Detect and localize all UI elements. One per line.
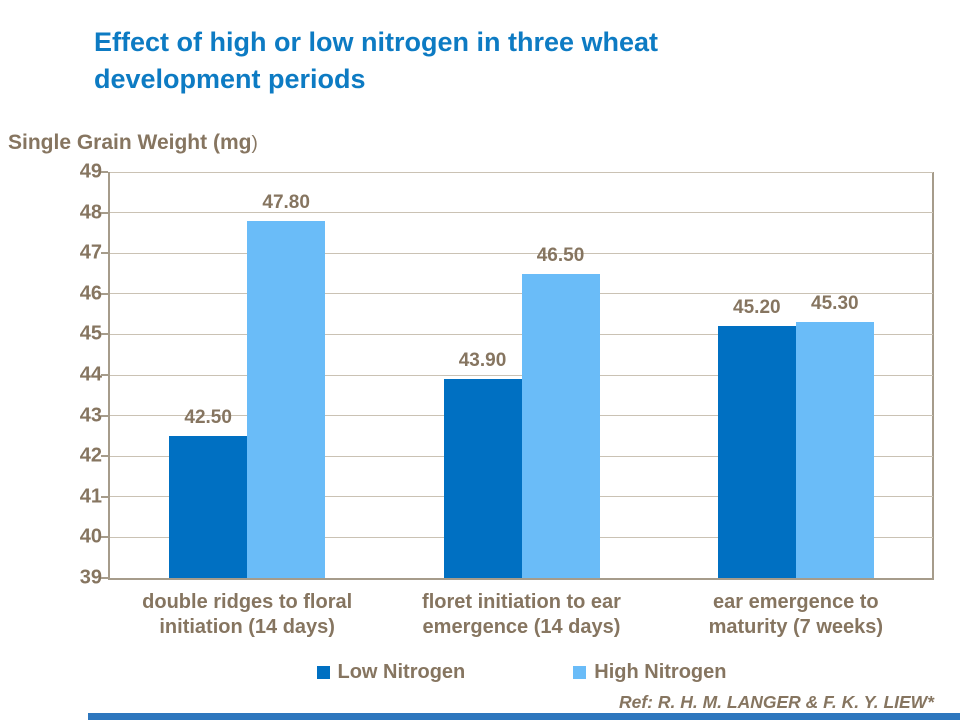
y-axis-tick-mark [101, 374, 108, 376]
y-axis-tick-mark [101, 333, 108, 336]
y-axis-tick-mark [101, 252, 108, 255]
bar-high-nitrogen [247, 220, 326, 578]
y-axis-title-paren: ) [251, 133, 258, 154]
bar-value-label: 42.50 [184, 406, 232, 428]
chart-title: Effect of high or low nitrogen in three … [94, 27, 659, 94]
y-axis-tick-label: 48 [79, 201, 102, 224]
legend-label: Low Nitrogen [337, 661, 466, 683]
y-axis-tick-label: 45 [79, 322, 102, 345]
bar-value-label: 45.30 [811, 293, 859, 315]
reference-citation: Ref: R. H. M. LANGER & F. K. Y. LIEW* [618, 692, 934, 712]
bar-low-nitrogen [169, 435, 248, 578]
y-axis-tick-mark [101, 577, 108, 579]
y-axis-tick-label: 49 [79, 160, 102, 183]
x-category-label: floret initiation to ear emergence (14 d… [422, 591, 621, 638]
y-axis-tick-label: 47 [79, 241, 102, 264]
gridline [110, 252, 933, 254]
bar-low-nitrogen [443, 379, 522, 578]
chart-plot: 42.50 47.80 43.90 46.50 45.20 45.30 [101, 171, 934, 580]
bar-value-label: 43.90 [458, 350, 507, 372]
y-axis-tick-label: 41 [79, 485, 102, 508]
legend: Low Nitrogen High Nitrogen [110, 661, 933, 684]
bar-low-nitrogen [717, 326, 796, 578]
y-axis-tick-mark [101, 455, 108, 458]
y-axis-tick-mark [101, 211, 108, 214]
gridline [110, 212, 933, 214]
y-axis-tick-label: 40 [79, 525, 102, 548]
x-category-labels: double ridges to floral initiation (14 d… [110, 590, 933, 640]
y-axis-tick-mark [101, 171, 108, 173]
x-category-label: ear emergence to maturity (7 weeks) [708, 591, 884, 638]
legend-swatch-icon [573, 666, 587, 679]
bar-value-label: 46.50 [536, 244, 585, 266]
gridline [110, 171, 933, 173]
bar-value-label: 45.20 [733, 297, 781, 319]
y-axis-tick-label: 44 [79, 363, 102, 386]
y-axis-tick-mark [101, 414, 108, 417]
y-axis-tick-mark [101, 536, 108, 539]
y-axis-tick-label: 39 [79, 566, 102, 589]
y-axis-tick-label: 42 [79, 444, 102, 467]
bottom-accent-bar [88, 713, 960, 720]
legend-label: High Nitrogen [594, 661, 727, 683]
y-axis-tick-mark [101, 292, 108, 295]
y-axis-tick-label: 46 [79, 282, 102, 305]
legend-item: Low Nitrogen [316, 661, 466, 684]
x-category-label: double ridges to floral initiation (14 d… [142, 591, 353, 638]
y-axis-title-text: Single Grain Weight (mg [8, 131, 252, 154]
x-axis-line [108, 578, 934, 580]
y-axis-line [108, 172, 110, 580]
plot-right-border [932, 172, 934, 580]
y-axis-title: Single Grain Weight (mg) [8, 131, 258, 155]
legend-item: High Nitrogen [573, 661, 726, 684]
y-axis-tick-labels: 39 40 41 42 43 44 45 46 47 48 49 [28, 161, 102, 589]
bar-value-label: 47.80 [262, 191, 310, 213]
legend-swatch-icon [316, 666, 330, 679]
y-axis-tick-mark [101, 495, 108, 498]
y-axis-tick-label: 43 [79, 404, 102, 427]
bar-high-nitrogen [521, 273, 600, 578]
bar-high-nitrogen [795, 322, 874, 578]
